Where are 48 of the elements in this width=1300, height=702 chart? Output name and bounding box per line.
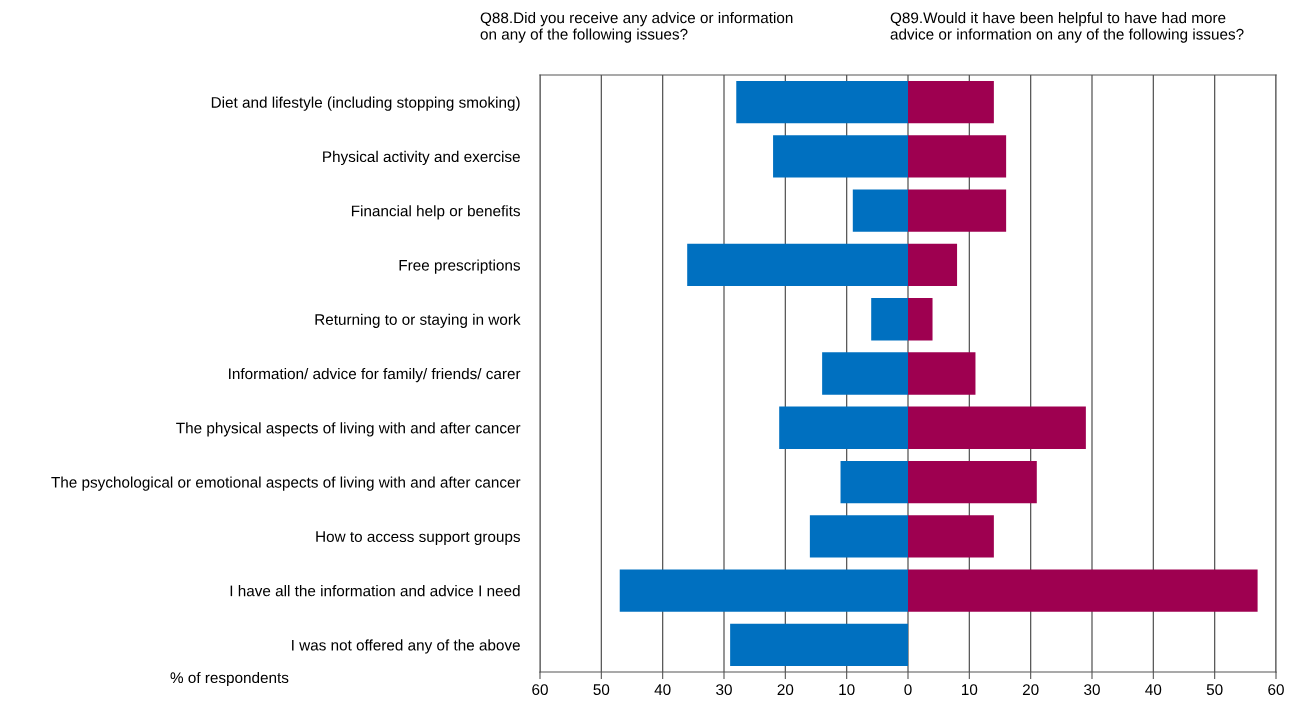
y-tick-label: Financial help or benefits [351, 205, 521, 220]
x-tick-label: 60 [532, 684, 548, 696]
bar [908, 406, 1086, 449]
bar [809, 515, 908, 558]
x-tick-label: 30 [1084, 684, 1100, 696]
x-tick-label: 20 [777, 684, 794, 696]
bar [908, 298, 933, 341]
bar [908, 569, 1258, 612]
bar [822, 352, 908, 395]
bar [871, 298, 908, 341]
y-tick-label: I have all the information and advice I need [230, 585, 520, 597]
y-tick-label: Free prescriptions [399, 259, 521, 274]
bar [779, 406, 908, 449]
x-axis-title: % of respondents [170, 671, 289, 687]
text: Q89.Would it have been helpful to have had more advice or information on any of the following issues? [890, 12, 1244, 43]
y-tick-label: Returning to or staying in work [315, 313, 521, 328]
x-tick-label: 50 [593, 684, 610, 696]
bar [908, 352, 976, 395]
bar [908, 460, 1037, 504]
bar [619, 569, 908, 612]
y-tick-label: The physical aspects of living with and after cancer [176, 422, 521, 437]
y-tick-label: Physical activity and exercise [323, 150, 520, 166]
x-tick-label: 0 [904, 684, 912, 696]
bar [840, 460, 908, 504]
y-tick-label: Diet and lifestyle (including stopping smoking) [211, 96, 520, 111]
x-tick-label: 40 [654, 684, 671, 696]
bar [908, 135, 1007, 178]
x-tick-label: 10 [839, 684, 855, 696]
x-tick-label: 60 [1268, 684, 1284, 696]
y-tick-label: How to access support groups [316, 531, 521, 546]
x-tick-label: 10 [962, 684, 978, 696]
bar [908, 80, 994, 124]
y-tick-label: Information/ advice for family/ friends/ carer [229, 367, 521, 383]
bar [908, 189, 1007, 232]
bar [736, 80, 908, 124]
x-tick-label: 30 [716, 684, 732, 696]
x-tick-label: 40 [1145, 684, 1162, 696]
bar [687, 243, 908, 287]
bar [852, 189, 908, 232]
y-tick-label: The psychological or emotional aspects of living with and after cancer [51, 476, 521, 491]
y-tick-label: I was not offered any of the above [292, 639, 520, 654]
bar [908, 243, 958, 287]
bar [773, 135, 908, 178]
bar [730, 623, 908, 667]
text: Q88.Did you receive any advice or information on any of the following issues? [480, 12, 793, 43]
x-tick-label: 50 [1206, 684, 1223, 696]
bar [908, 515, 994, 558]
x-tick-label: 20 [1022, 684, 1039, 696]
